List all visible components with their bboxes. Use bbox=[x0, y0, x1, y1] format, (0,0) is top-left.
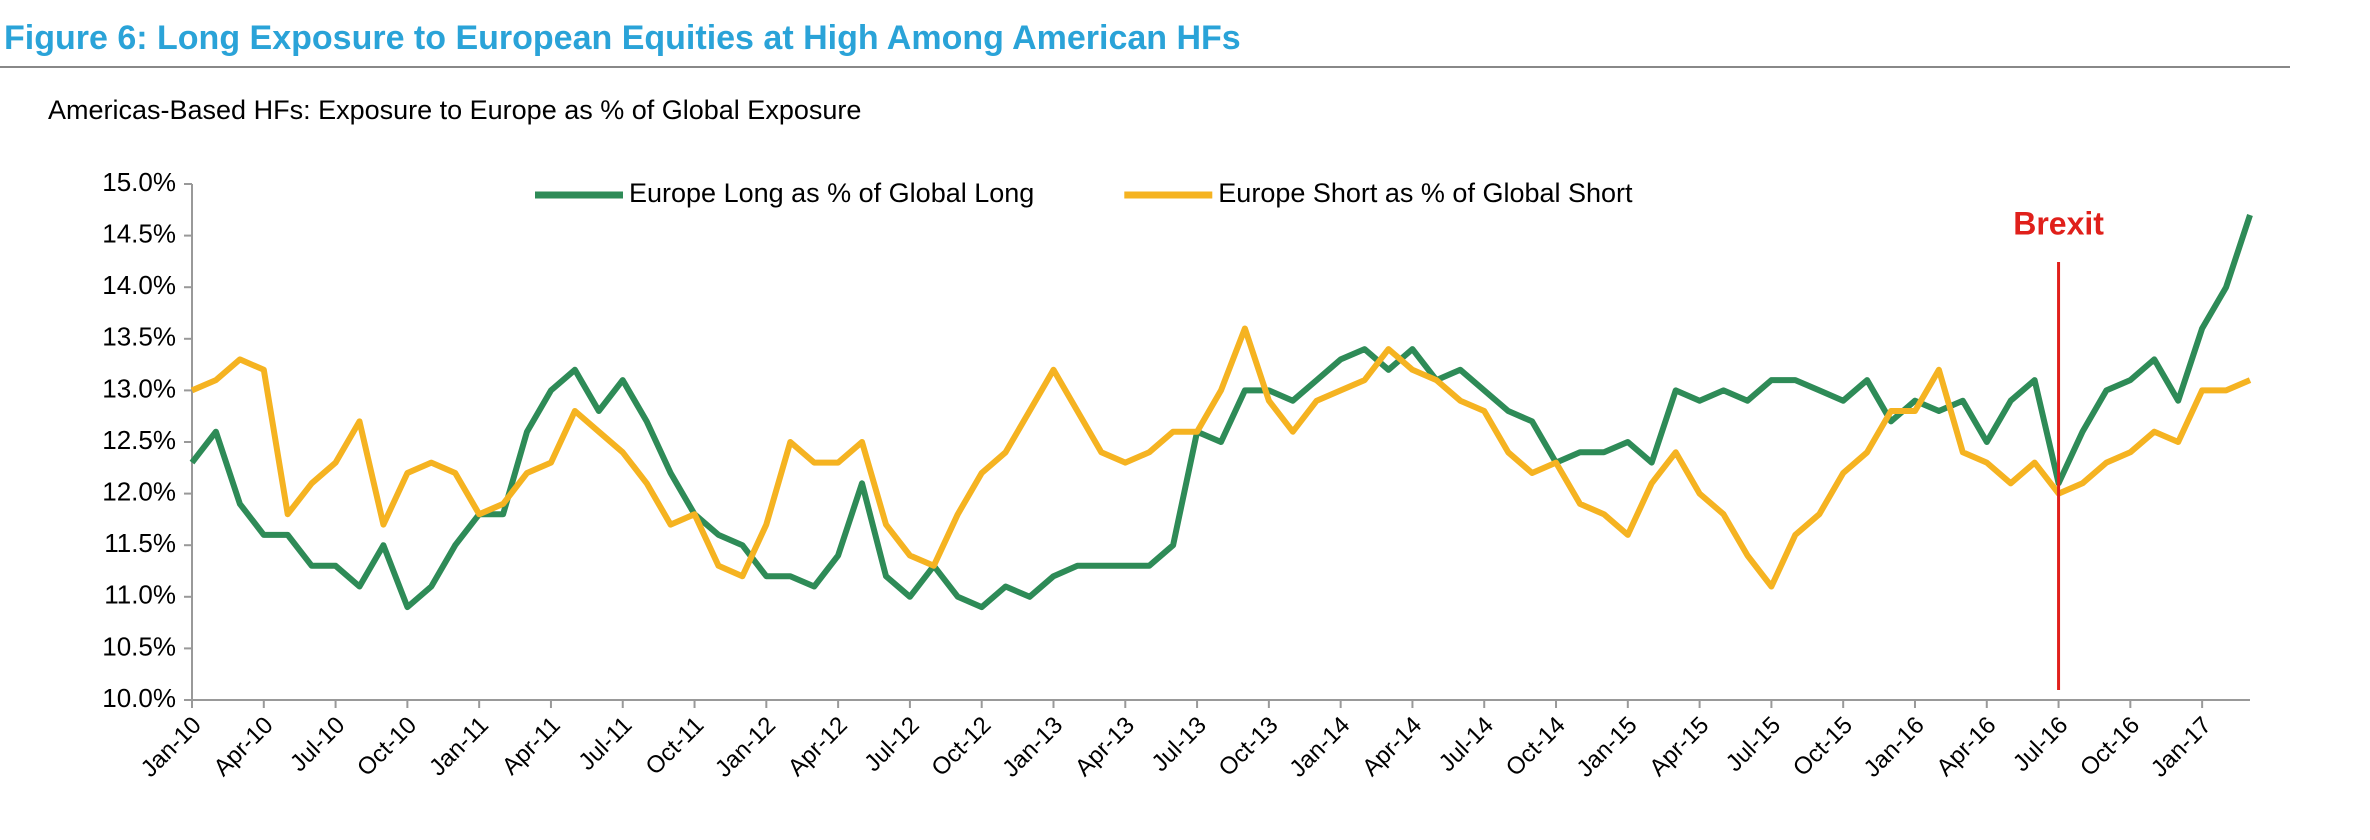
x-tick-label: Apr-13 bbox=[1070, 712, 1140, 782]
legend-item: Europe Long as % of Global Long bbox=[535, 178, 1034, 208]
x-tick-label: Jan-10 bbox=[136, 712, 207, 783]
x-tick-label: Jul-10 bbox=[285, 712, 350, 777]
chart-subtitle: Americas-Based HFs: Exposure to Europe a… bbox=[48, 95, 861, 125]
y-tick-label: 10.5% bbox=[102, 631, 176, 661]
x-tick-label: Jan-13 bbox=[997, 712, 1068, 783]
x-tick-label: Oct-13 bbox=[1214, 712, 1284, 782]
x-tick-label: Oct-11 bbox=[640, 712, 709, 781]
y-tick-label: 11.5% bbox=[104, 528, 176, 558]
x-tick-label: Jul-11 bbox=[573, 712, 637, 776]
y-tick-label: 11.0% bbox=[104, 580, 176, 610]
x-tick-label: Oct-14 bbox=[1501, 712, 1571, 782]
series-line bbox=[189, 214, 2253, 611]
x-tick-label: Oct-10 bbox=[352, 712, 422, 782]
x-tick-label: Jan-14 bbox=[1284, 712, 1355, 783]
x-tick-label: Oct-12 bbox=[926, 712, 996, 782]
legend-item: Europe Short as % of Global Short bbox=[1124, 178, 1633, 208]
x-tick-label: Jan-12 bbox=[710, 712, 781, 783]
y-tick-label: 13.5% bbox=[102, 322, 176, 352]
x-tick-label: Jul-16 bbox=[2008, 712, 2073, 777]
x-tick-label: Jan-11 bbox=[424, 712, 494, 782]
legend-label: Europe Long as % of Global Long bbox=[629, 178, 1034, 208]
y-tick-label: 14.5% bbox=[102, 218, 176, 248]
legend-label: Europe Short as % of Global Short bbox=[1218, 178, 1633, 208]
x-tick-label: Jan-16 bbox=[1859, 712, 1930, 783]
x-tick-label: Jul-14 bbox=[1434, 712, 1499, 777]
x-tick-label: Jul-12 bbox=[859, 712, 924, 777]
y-tick-label: 12.5% bbox=[102, 425, 176, 455]
x-tick-label: Jul-15 bbox=[1721, 712, 1786, 777]
x-tick-label: Apr-11 bbox=[497, 712, 566, 781]
annotation-label: Brexit bbox=[2013, 205, 2104, 241]
y-tick-label: 12.0% bbox=[102, 476, 176, 506]
x-tick-label: Apr-14 bbox=[1357, 712, 1427, 782]
x-tick-label: Apr-15 bbox=[1644, 712, 1714, 782]
x-tick-label: Apr-10 bbox=[208, 712, 278, 782]
x-tick-label: Oct-16 bbox=[2075, 712, 2145, 782]
y-tick-label: 15.0% bbox=[102, 167, 176, 197]
x-tick-label: Jan-17 bbox=[2146, 712, 2217, 783]
series-line bbox=[190, 325, 2252, 590]
x-tick-label: Apr-16 bbox=[1931, 712, 2001, 782]
chart-title: Figure 6: Long Exposure to European Equi… bbox=[4, 19, 1241, 57]
y-tick-label: 14.0% bbox=[102, 270, 176, 300]
y-tick-label: 10.0% bbox=[102, 683, 176, 713]
x-tick-label: Apr-12 bbox=[783, 712, 853, 782]
x-tick-label: Jul-13 bbox=[1146, 712, 1211, 777]
x-tick-label: Jan-15 bbox=[1572, 712, 1643, 783]
y-tick-label: 13.0% bbox=[102, 373, 176, 403]
x-tick-label: Oct-15 bbox=[1788, 712, 1858, 782]
